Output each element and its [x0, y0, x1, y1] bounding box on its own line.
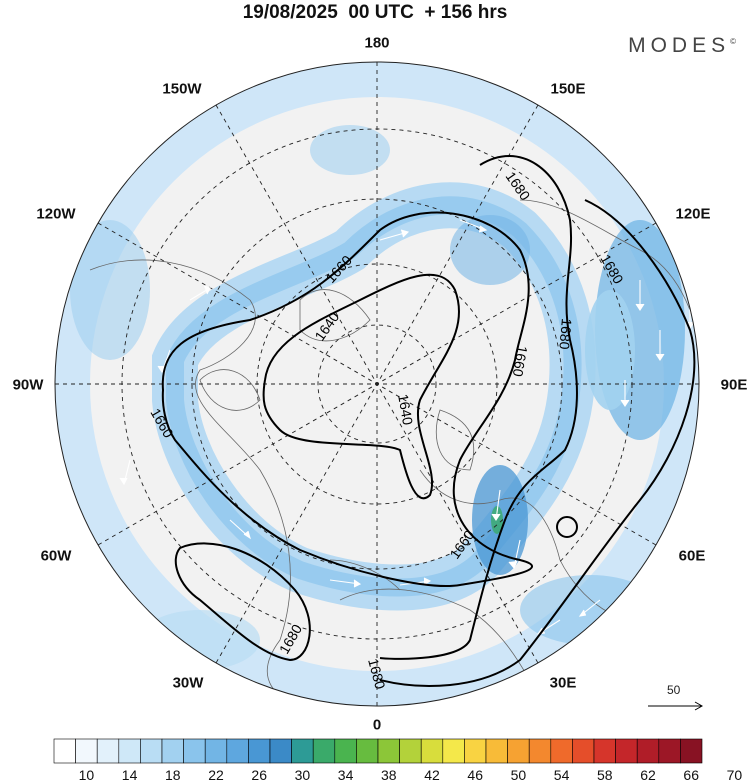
lon-label-60w: 60W: [40, 547, 72, 565]
wind-vectors: [119, 219, 695, 635]
chart-title: 19/08/2025 00 UTC + 156 hrs: [242, 2, 508, 23]
colorbar-tick-label: 62: [640, 767, 656, 782]
contours: [161, 155, 696, 687]
colorbar-tick-labels: 10 14 18 22 26 30 34 38 42 46 50 54 58 62 66 70: [79, 767, 743, 782]
colorbar-swatch: [291, 738, 314, 764]
colorbar-tick-label: 22: [208, 767, 224, 782]
colorbar-tick-label: 42: [424, 767, 440, 782]
colorbar-swatch: [528, 738, 552, 764]
colorbar-swatch: [312, 738, 336, 764]
wind-shading: [55, 62, 699, 706]
vector-scale-label: 50: [667, 683, 681, 697]
colorbar-tick-label: 18: [165, 767, 181, 782]
colorbar-swatch: [118, 738, 141, 764]
colorbar-swatch: [204, 738, 228, 764]
coastlines: [89, 199, 699, 706]
colorbar-swatch: [356, 738, 379, 764]
colorbar-swatch: [96, 738, 120, 764]
colorbar-swatch: [636, 738, 660, 764]
contour-label: 1640: [395, 393, 416, 427]
colorbar-tick-label: 10: [79, 767, 95, 782]
colorbar-swatch: [464, 738, 487, 764]
colorbar-tick-label: 14: [122, 767, 138, 782]
colorbar-swatch: [226, 738, 249, 764]
colorbar-swatch: [550, 738, 573, 764]
colorbar-swatch: [442, 738, 465, 764]
brand-logo: MODES©: [628, 34, 736, 58]
colorbar-tick-label: 26: [251, 767, 267, 782]
contour-closed-small: [556, 516, 578, 538]
colorbar-tick-label: 58: [597, 767, 613, 782]
colorbar-swatch: [593, 738, 616, 764]
colorbar-swatch: [377, 738, 400, 764]
colorbar-swatch: [507, 738, 530, 764]
colorbar-swatch: [615, 738, 638, 764]
colorbar-swatch: [140, 738, 163, 764]
lon-label-0: 0: [372, 716, 382, 734]
lon-label-90e: 90E: [720, 376, 748, 394]
graticule: [55, 62, 699, 706]
brand-copyright: ©: [730, 37, 736, 46]
lon-label-30e: 30E: [549, 674, 577, 692]
colorbar-swatch: [680, 738, 703, 764]
contour-label: 1660: [510, 344, 531, 378]
lon-label-180: 180: [364, 34, 390, 52]
vector-scale-arrow: [648, 701, 704, 711]
colorbar-swatch: [658, 738, 681, 764]
colorbar-swatch: [485, 738, 508, 764]
contour-label: 1680: [556, 318, 575, 351]
colorbar-tick-label: 46: [467, 767, 483, 782]
colorbar-tick-label: 30: [295, 767, 311, 782]
colorbar-swatch: [420, 738, 444, 764]
colorbar-swatch: [161, 738, 184, 764]
colorbar-tick-label: 70: [727, 767, 743, 782]
colorbar-swatch: [248, 738, 271, 764]
colorbar: [53, 738, 703, 764]
lon-label-120e: 120E: [675, 205, 711, 223]
colorbar-tick-label: 54: [554, 767, 570, 782]
contour-1660-ring: [161, 211, 533, 587]
colorbar-tick-label: 66: [683, 767, 699, 782]
brand-name: MODES: [628, 34, 731, 57]
colorbar-swatch: [183, 738, 206, 764]
contour-1680-far: [379, 199, 696, 687]
contour-1680-east: [379, 155, 578, 660]
colorbar-swatch: [75, 738, 98, 764]
colorbar-swatch: [399, 738, 422, 764]
colorbar-swatch: [269, 738, 292, 764]
lon-label-60e: 60E: [678, 547, 706, 565]
colorbar-tick-label: 34: [338, 767, 354, 782]
colorbar-tick-label: 50: [511, 767, 527, 782]
contour-1680-atlantic: [174, 542, 311, 662]
lon-label-120w: 120W: [36, 205, 76, 223]
contour-label: 1680: [365, 657, 389, 691]
lon-label-150w: 150W: [162, 80, 202, 98]
colorbar-tick-label: 38: [381, 767, 397, 782]
lon-label-30w: 30W: [172, 674, 204, 692]
lon-label-150e: 150E: [550, 80, 586, 98]
lon-label-90w: 90W: [12, 376, 44, 394]
contour-1640-pole: [262, 273, 461, 499]
colorbar-swatch: [572, 738, 595, 764]
colorbar-swatch: [53, 738, 76, 764]
colorbar-swatch: [334, 738, 357, 764]
